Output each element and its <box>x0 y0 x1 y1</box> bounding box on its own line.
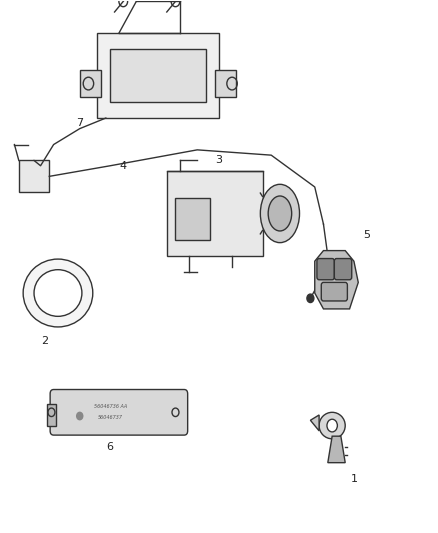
Bar <box>97 33 219 118</box>
Text: 1: 1 <box>350 474 357 483</box>
FancyBboxPatch shape <box>334 259 352 280</box>
Text: 7: 7 <box>76 118 83 128</box>
Text: 3: 3 <box>215 156 223 165</box>
Polygon shape <box>315 251 358 309</box>
FancyBboxPatch shape <box>50 390 187 435</box>
Bar <box>110 49 206 102</box>
Ellipse shape <box>260 184 300 243</box>
Circle shape <box>307 294 314 303</box>
Bar <box>80 70 102 97</box>
Text: 56046737: 56046737 <box>98 415 123 421</box>
Bar <box>176 198 210 240</box>
Text: 56046736 AA: 56046736 AA <box>94 404 127 409</box>
Bar <box>167 171 262 256</box>
Ellipse shape <box>34 270 82 317</box>
Bar <box>19 160 49 192</box>
FancyBboxPatch shape <box>321 282 347 301</box>
Text: 4: 4 <box>120 161 127 171</box>
Polygon shape <box>311 415 319 431</box>
Bar <box>47 405 56 425</box>
Text: 6: 6 <box>107 442 114 452</box>
Text: 2: 2 <box>41 336 49 346</box>
Circle shape <box>77 413 83 419</box>
FancyBboxPatch shape <box>317 259 334 280</box>
Circle shape <box>327 419 337 432</box>
Ellipse shape <box>268 196 292 231</box>
Polygon shape <box>328 436 345 463</box>
Ellipse shape <box>23 259 93 327</box>
Bar <box>215 70 237 97</box>
Ellipse shape <box>319 413 345 439</box>
Text: 5: 5 <box>364 230 371 240</box>
